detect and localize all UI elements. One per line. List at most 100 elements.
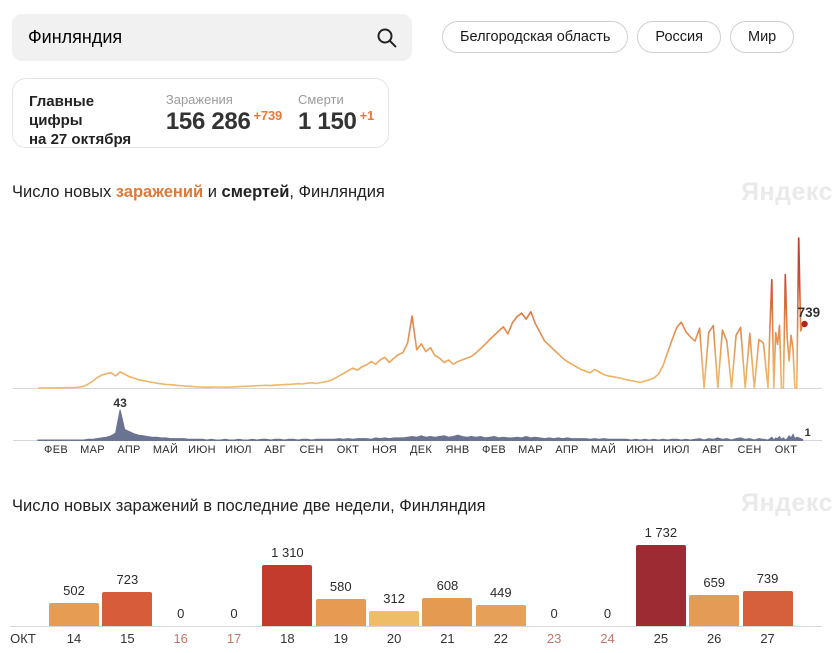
bar-day-22[interactable] bbox=[475, 605, 526, 626]
deaths-last-label: 1 bbox=[805, 427, 811, 439]
month-label: ФЕВ bbox=[482, 444, 506, 456]
bar-value-label: 608 bbox=[436, 577, 459, 593]
month-label: ЯНВ bbox=[445, 444, 470, 456]
infections-line-chart[interactable]: 739 bbox=[10, 224, 822, 390]
bar-value-label: 739 bbox=[756, 571, 779, 587]
bar-day-25[interactable] bbox=[635, 545, 686, 626]
bar-value-label: 659 bbox=[703, 575, 726, 591]
last-point-dot bbox=[801, 320, 808, 328]
month-label: ИЮН bbox=[626, 444, 654, 456]
stat-deaths-label: Смерти bbox=[298, 92, 344, 107]
day-label-17: 17 bbox=[226, 631, 242, 646]
summary-card-title-line2: на 27 октября bbox=[29, 131, 132, 148]
bar-day-26[interactable] bbox=[689, 595, 740, 626]
section1-title-deaths: смертей bbox=[221, 183, 290, 201]
bar-value-label: 723 bbox=[116, 572, 139, 588]
stat-infections-label: Заражения bbox=[165, 92, 233, 107]
last-point-label: 739 bbox=[798, 305, 821, 320]
section1-title-suffix: , Финляндия bbox=[289, 183, 385, 201]
month-label: ИЮЛ bbox=[663, 444, 690, 456]
bar-day-21[interactable] bbox=[422, 597, 473, 626]
search-value: Финляндия bbox=[28, 27, 123, 47]
day-label-27: 27 bbox=[760, 631, 775, 646]
bar-value-label: 449 bbox=[489, 585, 512, 601]
stat-infections-delta: +739 bbox=[253, 108, 283, 123]
stat-deaths-value: 1 150 bbox=[298, 108, 357, 135]
summary-card-title: Главные цифры на 27 октября bbox=[29, 92, 150, 148]
month-axis: ФЕВ МАР АПР МАЙ ИЮН ИЮЛ АВГ СЕН ОКТ НОЯ ДЕК ЯНВ ФЕВ М… bbox=[10, 444, 822, 458]
stat-infections-value-row: 156 286 +739 bbox=[166, 108, 282, 136]
day-label-16: 16 bbox=[173, 631, 188, 646]
month-label: АПР bbox=[117, 444, 141, 456]
deaths-area-chart[interactable]: 43 1 bbox=[10, 392, 822, 442]
day-label-15: 15 bbox=[120, 631, 135, 646]
day-label-22: 22 bbox=[493, 631, 509, 646]
bar-day-18[interactable] bbox=[262, 564, 313, 626]
section1-title-infections: заражений bbox=[115, 183, 204, 201]
region-button-belgorod[interactable]: Белгородская область bbox=[442, 21, 629, 53]
yandex-watermark-1: Яндекс bbox=[741, 178, 833, 206]
month-label: ИЮН bbox=[188, 444, 216, 456]
month-label: МАР bbox=[80, 444, 105, 456]
day-label-25: 25 bbox=[653, 631, 669, 646]
search-input[interactable]: Финляндия bbox=[12, 14, 412, 61]
section1-title-prefix: Число новых bbox=[12, 183, 116, 201]
bar-day-19[interactable] bbox=[315, 598, 366, 626]
day-axis: ОКТ 14 15 16 17 18 19 20 21 22 23 24 25 26 27 bbox=[10, 631, 822, 647]
day-label-26: 26 bbox=[706, 631, 722, 646]
bar-value-label: 580 bbox=[329, 578, 352, 594]
infections-line bbox=[38, 237, 804, 389]
region-buttons: Белгородская область Россия Мир bbox=[442, 21, 795, 53]
deaths-area bbox=[37, 409, 804, 441]
bar-day-15[interactable] bbox=[102, 592, 153, 626]
region-button-russia[interactable]: Россия bbox=[637, 21, 721, 53]
day-label-20: 20 bbox=[386, 631, 402, 646]
day-label-19: 19 bbox=[333, 631, 348, 646]
search-icon[interactable] bbox=[376, 27, 398, 49]
month-label: ИЮЛ bbox=[225, 444, 252, 456]
deaths-peak-label: 43 bbox=[113, 396, 127, 410]
month-label: ДЕК bbox=[409, 444, 433, 456]
month-label: АПР bbox=[555, 444, 579, 456]
bar-value-label: 0 bbox=[230, 606, 238, 621]
bar-day-27[interactable] bbox=[742, 591, 793, 626]
section1-title-conj: и bbox=[203, 183, 222, 201]
stat-deaths: Смерти 1 150 +1 bbox=[298, 92, 374, 147]
bar-value-label: 0 bbox=[177, 606, 185, 621]
bar-value-label: 1 310 bbox=[271, 544, 304, 560]
summary-card-title-line1: Главные цифры bbox=[29, 93, 95, 129]
bar-value-label: 1 732 bbox=[644, 525, 678, 540]
month-label: МАЙ bbox=[590, 444, 617, 456]
summary-card: Главные цифры на 27 октября Заражения 15… bbox=[12, 78, 389, 148]
section1-title: Число новых заражений и смертей, Финлянд… bbox=[12, 183, 385, 202]
region-button-world[interactable]: Мир bbox=[729, 21, 795, 53]
bar-value-label: 0 bbox=[550, 606, 558, 621]
month-label: АВГ bbox=[264, 444, 286, 456]
month-label: СЕН bbox=[299, 444, 324, 456]
stat-infections: Заражения 156 286 +739 bbox=[166, 92, 282, 147]
day-label-18: 18 bbox=[280, 631, 295, 646]
month-label: ФЕВ bbox=[44, 444, 68, 456]
day-label-21: 21 bbox=[440, 631, 455, 646]
day-label-24: 24 bbox=[600, 631, 615, 646]
day-label-14: 14 bbox=[66, 631, 82, 646]
bar-value-label: 0 bbox=[603, 606, 612, 621]
stat-infections-value: 156 286 bbox=[165, 108, 251, 135]
month-label: СЕН bbox=[737, 444, 762, 456]
bar-value-label: 312 bbox=[383, 591, 405, 607]
month-label: ОКТ bbox=[336, 444, 360, 456]
month-label: НОЯ bbox=[371, 444, 398, 456]
two-week-bar-chart[interactable]: 502 723 0 0 1 310 580 312 608 449 0 0 1 732 659 739 bbox=[10, 525, 822, 627]
yandex-watermark-2: Яндекс bbox=[741, 489, 833, 517]
month-label: АВГ bbox=[702, 444, 724, 456]
month-label: ОКТ bbox=[774, 444, 798, 456]
day-axis-month-label: ОКТ bbox=[10, 631, 36, 646]
section2-title: Число новых заражений в последние две не… bbox=[12, 497, 486, 515]
stat-deaths-value-row: 1 150 +1 bbox=[298, 108, 374, 136]
stat-deaths-delta: +1 bbox=[359, 108, 375, 123]
bar-value-label: 502 bbox=[63, 582, 85, 598]
month-label: МАЙ bbox=[152, 444, 179, 456]
bar-day-20[interactable] bbox=[369, 611, 420, 626]
bar-day-14[interactable] bbox=[49, 602, 99, 626]
